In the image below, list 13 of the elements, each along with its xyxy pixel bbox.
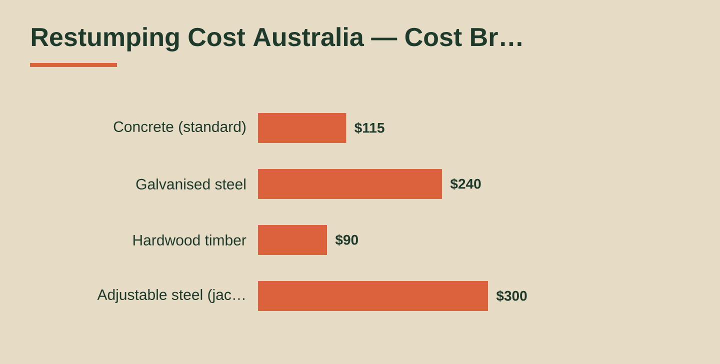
bar: [258, 280, 488, 311]
data-label: $240: [450, 178, 481, 190]
y-tick-label: Hardwood timber: [133, 234, 246, 246]
y-tick-label: Galvanised steel: [136, 178, 246, 190]
chart-title: Restumping Cost Australia — Cost Br…: [32, 27, 522, 52]
data-label: $90: [335, 234, 358, 246]
y-tick-label: Concrete (standard): [114, 121, 246, 135]
bar: [258, 224, 328, 255]
data-label: $300: [496, 290, 527, 302]
y-tick-label: Adjustable steel (jac…: [97, 289, 244, 303]
bar: [258, 168, 442, 199]
data-label: $115: [354, 122, 384, 134]
bar: [258, 112, 346, 143]
